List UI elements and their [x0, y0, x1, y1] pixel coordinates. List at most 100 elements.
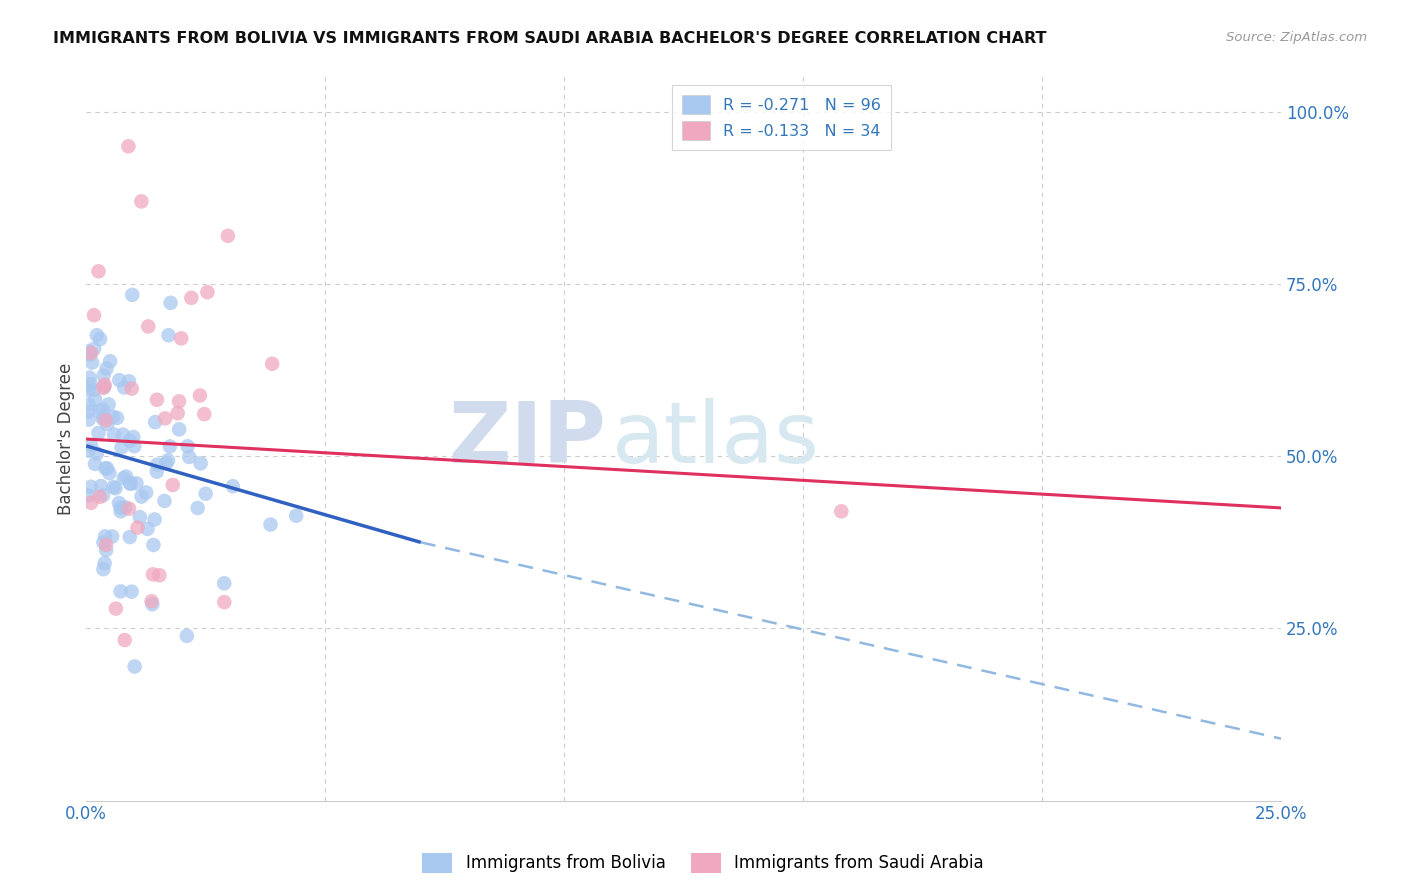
Point	[93, 380, 115, 394]
Point	[83, 383, 105, 397]
Point	[179, 450, 201, 464]
Point	[108, 373, 131, 387]
Point	[110, 584, 132, 599]
Point	[190, 456, 212, 470]
Point	[114, 633, 136, 648]
Point	[80, 377, 103, 392]
Point	[153, 411, 176, 425]
Text: atlas: atlas	[612, 398, 820, 481]
Point	[90, 479, 112, 493]
Text: Source: ZipAtlas.com: Source: ZipAtlas.com	[1226, 31, 1367, 45]
Point	[86, 446, 108, 460]
Point	[142, 538, 165, 552]
Point	[89, 332, 111, 346]
Point	[159, 439, 181, 453]
Text: IMMIGRANTS FROM BOLIVIA VS IMMIGRANTS FROM SAUDI ARABIA BACHELOR'S DEGREE CORREL: IMMIGRANTS FROM BOLIVIA VS IMMIGRANTS FR…	[53, 31, 1047, 46]
Point	[77, 488, 100, 502]
Point	[89, 490, 111, 504]
Point	[103, 480, 125, 494]
Point	[77, 443, 100, 458]
Point	[176, 439, 198, 453]
Point	[98, 354, 121, 368]
Point	[141, 594, 163, 608]
Point	[87, 264, 110, 278]
Point	[125, 476, 148, 491]
Point	[93, 410, 115, 425]
Point	[115, 469, 138, 483]
Point	[127, 520, 149, 534]
Point	[830, 504, 852, 518]
Point	[77, 404, 100, 418]
Point	[120, 476, 142, 491]
Point	[79, 347, 101, 361]
Point	[136, 522, 159, 536]
Point	[94, 538, 117, 552]
Point	[131, 194, 153, 209]
Point	[93, 377, 115, 392]
Point	[110, 500, 132, 515]
Point	[197, 285, 219, 300]
Point	[86, 328, 108, 343]
Point	[89, 404, 111, 418]
Point	[131, 490, 153, 504]
Point	[110, 504, 132, 518]
Point	[77, 412, 100, 426]
Point	[93, 556, 115, 570]
Point	[180, 291, 202, 305]
Point	[167, 394, 190, 409]
Point	[77, 344, 100, 359]
Point	[120, 475, 142, 490]
Point	[91, 402, 114, 417]
Point	[146, 465, 169, 479]
Point	[176, 629, 198, 643]
Point	[118, 501, 141, 516]
Point	[194, 486, 217, 500]
Point	[166, 406, 188, 420]
Y-axis label: Bachelor's Degree: Bachelor's Degree	[58, 363, 75, 516]
Point	[124, 439, 146, 453]
Point	[111, 427, 134, 442]
Point	[124, 659, 146, 673]
Point	[262, 357, 284, 371]
Point	[212, 576, 235, 591]
Point	[167, 422, 190, 436]
Point	[104, 601, 127, 615]
Point	[142, 567, 165, 582]
Point	[135, 485, 157, 500]
Point	[93, 562, 115, 576]
Point	[155, 456, 177, 470]
Point	[84, 457, 107, 471]
Point	[96, 461, 118, 475]
Point	[118, 374, 141, 388]
Point	[193, 407, 215, 421]
Point	[259, 517, 281, 532]
Point	[83, 342, 105, 356]
Point	[121, 584, 143, 599]
Point	[101, 529, 124, 543]
Point	[77, 383, 100, 397]
Text: ZIP: ZIP	[449, 398, 606, 481]
Point	[98, 466, 121, 480]
Point	[77, 397, 100, 411]
Point	[121, 382, 143, 396]
Point	[104, 481, 127, 495]
Point	[146, 392, 169, 407]
Point	[222, 479, 245, 493]
Point	[136, 319, 159, 334]
Point	[80, 496, 103, 510]
Point	[91, 381, 114, 395]
Point	[103, 427, 125, 442]
Point	[80, 346, 103, 360]
Point	[153, 494, 176, 508]
Point	[157, 328, 180, 343]
Point	[94, 413, 117, 427]
Point	[114, 500, 136, 515]
Point	[170, 331, 193, 345]
Point	[96, 361, 118, 376]
Point	[146, 458, 169, 472]
Point	[118, 530, 141, 544]
Point	[112, 471, 135, 485]
Point	[143, 512, 166, 526]
Point	[84, 392, 107, 407]
Point	[101, 409, 124, 424]
